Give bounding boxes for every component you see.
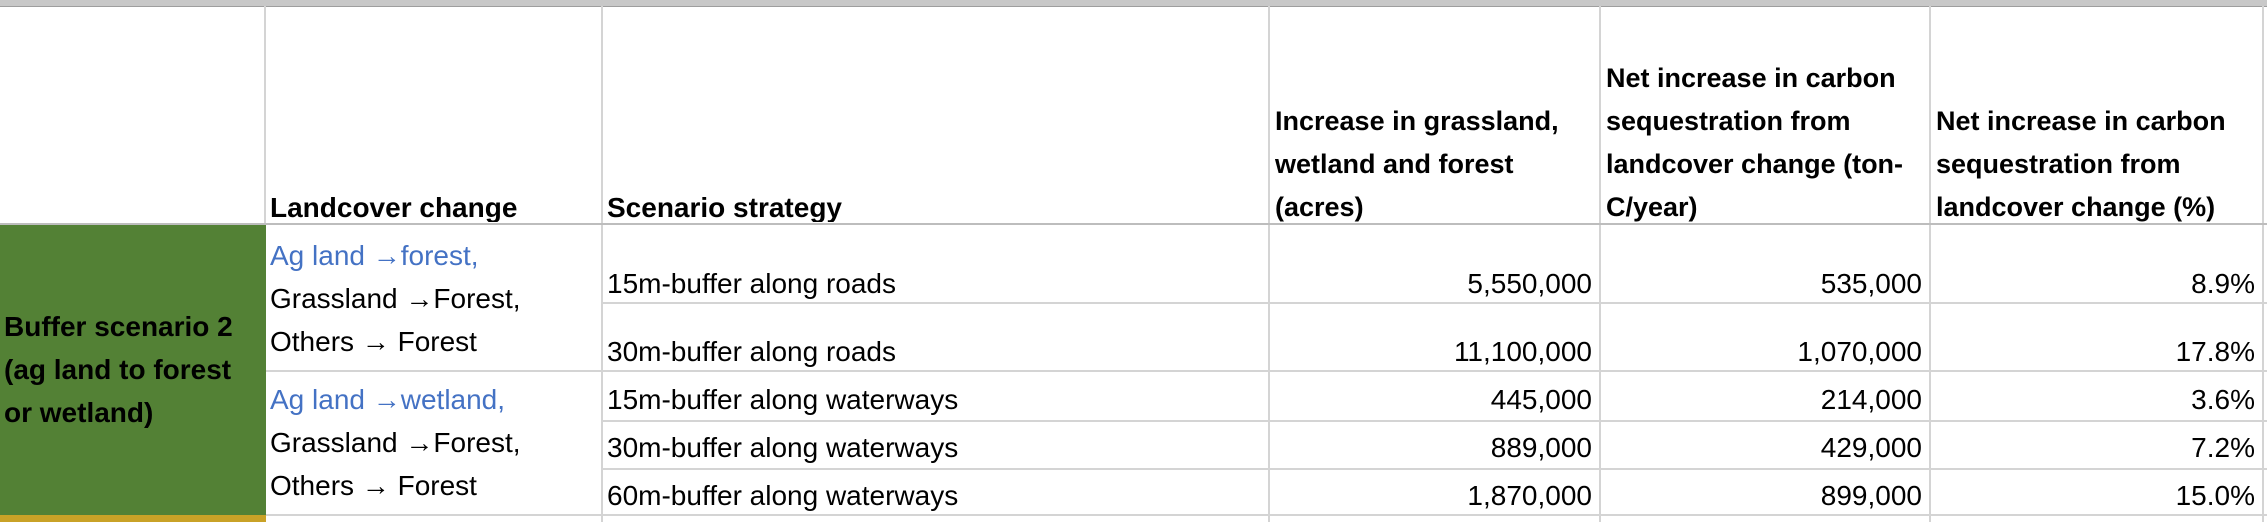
acres-cell[interactable]: 1,870,000 — [1467, 480, 1592, 511]
row-divider — [601, 302, 2267, 304]
pct-cell[interactable]: 17.8% — [2175, 336, 2255, 367]
strategy-cell[interactable]: 15m-buffer along waterways — [607, 384, 959, 415]
column-divider — [601, 6, 603, 522]
header-landcover-change[interactable]: Landcover change — [270, 192, 518, 222]
pct-cell[interactable]: 15.0% — [2175, 480, 2255, 511]
landcover-line: Others → Forest — [270, 326, 477, 357]
landcover-line: Grassland →Forest, — [270, 283, 521, 314]
row-divider — [601, 420, 2267, 422]
strategy-cell[interactable]: 30m-buffer along roads — [607, 336, 896, 367]
header-net-increase-pct[interactable]: Net increase in carbon sequestration fro… — [1936, 106, 2226, 222]
ton-cell[interactable]: 1,070,000 — [1797, 336, 1922, 367]
strategy-cell[interactable]: 60m-buffer along waterways — [607, 480, 959, 511]
ton-cell[interactable]: 214,000 — [1820, 384, 1922, 415]
landcover-line: Others → Forest — [270, 470, 477, 501]
landcover-line: Ag land →forest, — [270, 240, 479, 271]
row-divider — [266, 370, 2267, 372]
landcover-line: Ag land →wetland, — [270, 384, 506, 415]
acres-cell[interactable]: 889,000 — [1490, 432, 1592, 463]
scenario-label: Buffer scenario 2 (ag land to forest or … — [4, 311, 233, 428]
acres-cell[interactable]: 5,550,000 — [1467, 268, 1592, 299]
strategy-cell[interactable]: 30m-buffer along waterways — [607, 432, 959, 463]
ton-cell[interactable]: 899,000 — [1820, 480, 1922, 511]
column-divider — [2262, 6, 2264, 522]
pct-cell[interactable]: 3.6% — [2191, 384, 2255, 415]
scenario-label-cell[interactable] — [0, 225, 266, 515]
column-divider — [1268, 6, 1270, 522]
column-divider — [1599, 6, 1601, 522]
landcover-line: Grassland →Forest, — [270, 427, 521, 458]
row-divider — [266, 514, 2267, 516]
ton-cell[interactable]: 429,000 — [1820, 432, 1922, 463]
ton-cell[interactable]: 535,000 — [1820, 268, 1922, 299]
row-divider — [0, 223, 2267, 225]
header-row-border — [0, 0, 2267, 7]
pct-cell[interactable]: 7.2% — [2191, 432, 2255, 463]
header-scenario-strategy[interactable]: Scenario strategy — [607, 192, 842, 222]
acres-cell[interactable]: 11,100,000 — [1453, 336, 1592, 367]
landcover-group-waterways[interactable]: Ag land →wetland, Grassland →Forest, Oth… — [270, 378, 600, 507]
header-increase-acres[interactable]: Increase in grassland, wetland and fores… — [1275, 106, 1559, 222]
pct-cell[interactable]: 8.9% — [2191, 268, 2255, 299]
next-scenario-cell[interactable] — [0, 515, 266, 522]
header-net-increase-ton[interactable]: Net increase in carbon sequestration fro… — [1606, 63, 1904, 222]
row-divider — [601, 468, 2267, 470]
column-divider — [1929, 6, 1931, 522]
strategy-cell[interactable]: 15m-buffer along roads — [607, 268, 896, 299]
acres-cell[interactable]: 445,000 — [1490, 384, 1592, 415]
landcover-group-roads[interactable]: Ag land →forest, Grassland →Forest, Othe… — [270, 234, 600, 363]
